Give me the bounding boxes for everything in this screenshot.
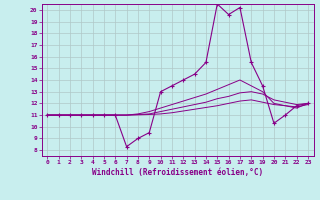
- X-axis label: Windchill (Refroidissement éolien,°C): Windchill (Refroidissement éolien,°C): [92, 168, 263, 177]
